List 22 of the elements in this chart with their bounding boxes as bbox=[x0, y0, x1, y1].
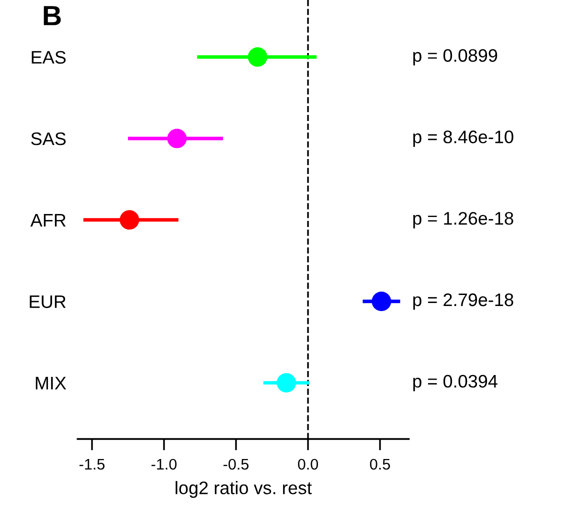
text: p = 8.46e-10 bbox=[413, 130, 514, 147]
point bbox=[276, 373, 296, 393]
x-tick-label: 0.5 bbox=[370, 458, 390, 470]
x-tick-label: -1.0 bbox=[152, 458, 177, 470]
point bbox=[248, 47, 268, 67]
y-tick-label: MIX bbox=[36, 376, 66, 390]
point bbox=[167, 128, 187, 148]
chart-title: B bbox=[44, 6, 61, 26]
text: p = 1.26e-18 bbox=[413, 212, 514, 228]
point bbox=[372, 292, 392, 312]
x-tick-label: -1.5 bbox=[80, 459, 105, 470]
text: p = 0.0899 bbox=[413, 49, 498, 66]
y-tick-label: AFR bbox=[30, 214, 66, 226]
y-tick-label: SAS bbox=[31, 132, 66, 146]
text: p = 0.0394 bbox=[413, 374, 498, 392]
x-tick-label: -0.5 bbox=[224, 458, 249, 470]
point bbox=[120, 210, 140, 230]
y-tick-label: EUR bbox=[30, 295, 66, 308]
text: p = 2.79e-18 bbox=[413, 293, 514, 310]
x-axis-title: log2 ratio vs. rest bbox=[176, 481, 312, 498]
y-tick-label: EAS bbox=[32, 50, 66, 64]
x-tick-label: 0.0 bbox=[298, 458, 318, 470]
